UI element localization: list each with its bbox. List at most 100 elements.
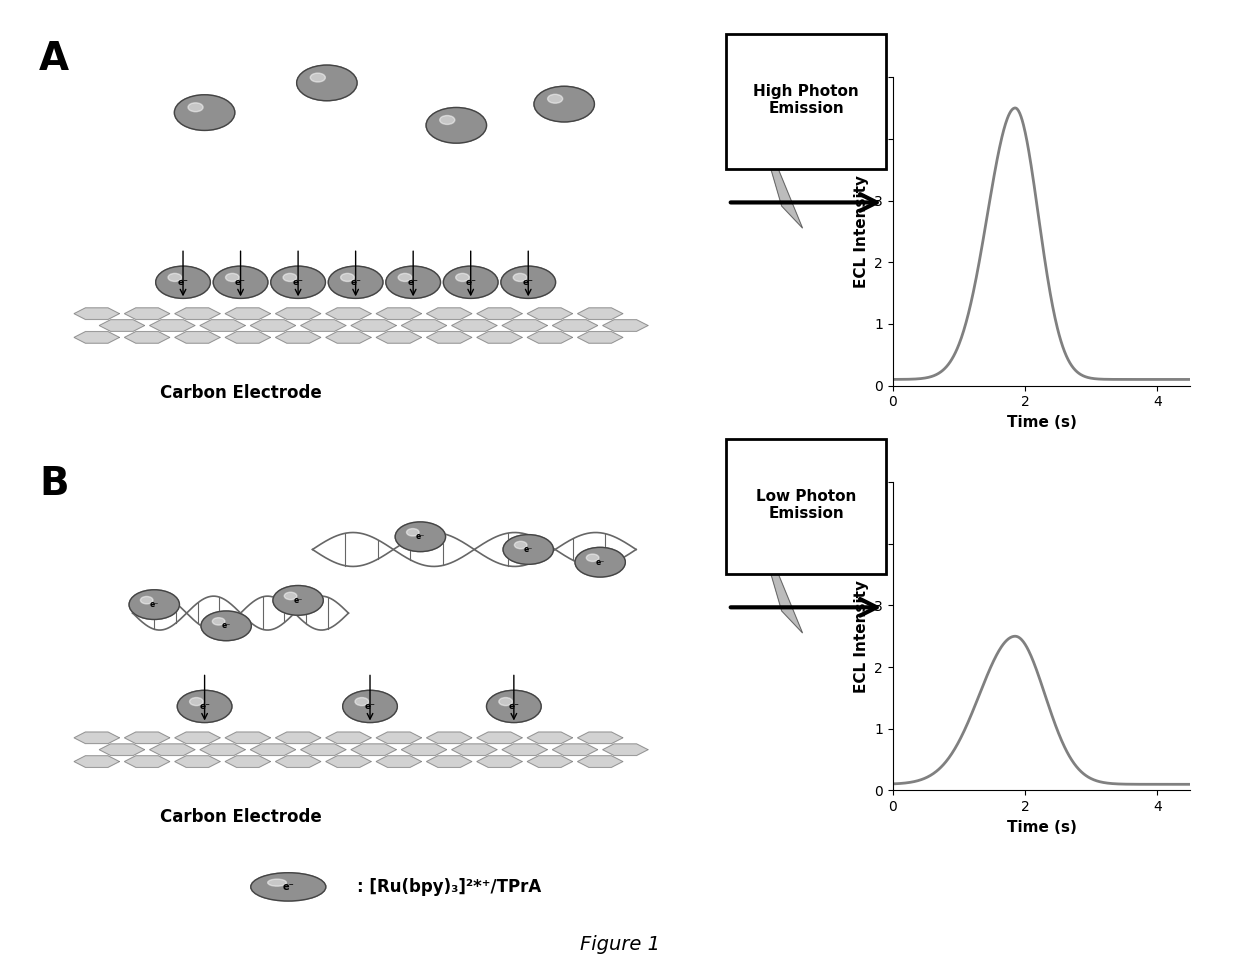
Circle shape: [250, 872, 326, 901]
Polygon shape: [578, 332, 622, 343]
Circle shape: [398, 274, 412, 281]
Circle shape: [268, 879, 286, 886]
Polygon shape: [552, 744, 598, 756]
Circle shape: [284, 592, 296, 600]
Text: e⁻: e⁻: [415, 532, 425, 541]
Polygon shape: [376, 732, 422, 743]
Circle shape: [501, 266, 556, 299]
Polygon shape: [427, 732, 471, 743]
Circle shape: [396, 522, 445, 551]
Text: e⁻: e⁻: [293, 278, 304, 286]
Polygon shape: [99, 320, 145, 332]
Text: Low Photon
Emission: Low Photon Emission: [756, 489, 856, 521]
Polygon shape: [200, 744, 246, 756]
Polygon shape: [477, 332, 522, 343]
Polygon shape: [226, 732, 270, 743]
Circle shape: [175, 94, 234, 130]
Polygon shape: [275, 332, 321, 343]
Polygon shape: [527, 308, 573, 319]
Polygon shape: [175, 332, 219, 343]
Circle shape: [156, 266, 211, 299]
Circle shape: [513, 274, 527, 281]
Polygon shape: [300, 744, 346, 756]
Polygon shape: [477, 756, 522, 767]
Polygon shape: [124, 732, 170, 743]
Polygon shape: [124, 332, 170, 343]
Polygon shape: [765, 96, 802, 228]
Polygon shape: [226, 308, 270, 319]
Text: e⁻: e⁻: [177, 278, 188, 286]
Circle shape: [515, 542, 527, 549]
Polygon shape: [99, 744, 145, 756]
Text: e⁻: e⁻: [350, 278, 361, 286]
Text: Carbon Electrode: Carbon Electrode: [160, 808, 321, 826]
Polygon shape: [175, 308, 219, 319]
Polygon shape: [124, 308, 170, 319]
Polygon shape: [150, 320, 195, 332]
Circle shape: [167, 274, 181, 281]
Polygon shape: [175, 732, 219, 743]
Text: e⁻: e⁻: [508, 702, 520, 710]
Circle shape: [310, 73, 325, 82]
Text: A: A: [40, 40, 69, 78]
Polygon shape: [376, 332, 422, 343]
Polygon shape: [175, 756, 219, 767]
Text: e⁻: e⁻: [200, 702, 210, 710]
Polygon shape: [451, 320, 497, 332]
Polygon shape: [402, 320, 446, 332]
Polygon shape: [326, 308, 371, 319]
Polygon shape: [300, 320, 346, 332]
Polygon shape: [527, 332, 573, 343]
Polygon shape: [477, 308, 522, 319]
Text: e⁻: e⁻: [222, 622, 231, 630]
Polygon shape: [502, 320, 547, 332]
Circle shape: [455, 274, 469, 281]
Circle shape: [355, 698, 368, 706]
Circle shape: [341, 274, 355, 281]
Polygon shape: [527, 732, 573, 743]
FancyBboxPatch shape: [727, 34, 885, 170]
Circle shape: [213, 266, 268, 299]
Circle shape: [534, 87, 594, 121]
Polygon shape: [427, 308, 471, 319]
Y-axis label: ECL Intensity: ECL Intensity: [853, 174, 869, 288]
Circle shape: [140, 597, 153, 603]
Polygon shape: [74, 756, 119, 767]
Polygon shape: [124, 756, 170, 767]
Polygon shape: [200, 320, 246, 332]
Polygon shape: [376, 756, 422, 767]
Polygon shape: [275, 732, 321, 743]
Polygon shape: [527, 756, 573, 767]
Polygon shape: [275, 756, 321, 767]
Circle shape: [427, 108, 486, 143]
Circle shape: [503, 535, 553, 564]
Polygon shape: [326, 756, 371, 767]
Polygon shape: [326, 732, 371, 743]
Polygon shape: [250, 744, 295, 756]
Y-axis label: ECL Intensity: ECL Intensity: [853, 579, 869, 693]
Polygon shape: [402, 744, 446, 756]
Polygon shape: [552, 320, 598, 332]
Text: e⁻: e⁻: [408, 278, 419, 286]
Circle shape: [575, 548, 625, 577]
Polygon shape: [226, 756, 270, 767]
Polygon shape: [451, 744, 497, 756]
Circle shape: [226, 274, 239, 281]
Circle shape: [273, 585, 324, 615]
Polygon shape: [351, 320, 397, 332]
Polygon shape: [351, 744, 397, 756]
Circle shape: [129, 590, 180, 620]
Polygon shape: [275, 308, 321, 319]
Circle shape: [342, 690, 397, 723]
Polygon shape: [376, 308, 422, 319]
Polygon shape: [603, 320, 649, 332]
Text: e⁻: e⁻: [595, 558, 605, 567]
Circle shape: [283, 274, 296, 281]
Circle shape: [329, 266, 383, 299]
Text: e⁻: e⁻: [523, 545, 533, 554]
Text: Figure 1: Figure 1: [580, 935, 660, 954]
Text: : [Ru(bpy)₃]²*⁺/TPrA: : [Ru(bpy)₃]²*⁺/TPrA: [357, 878, 541, 896]
Text: e⁻: e⁻: [283, 882, 294, 892]
Text: e⁻: e⁻: [236, 278, 246, 286]
Circle shape: [444, 266, 498, 299]
